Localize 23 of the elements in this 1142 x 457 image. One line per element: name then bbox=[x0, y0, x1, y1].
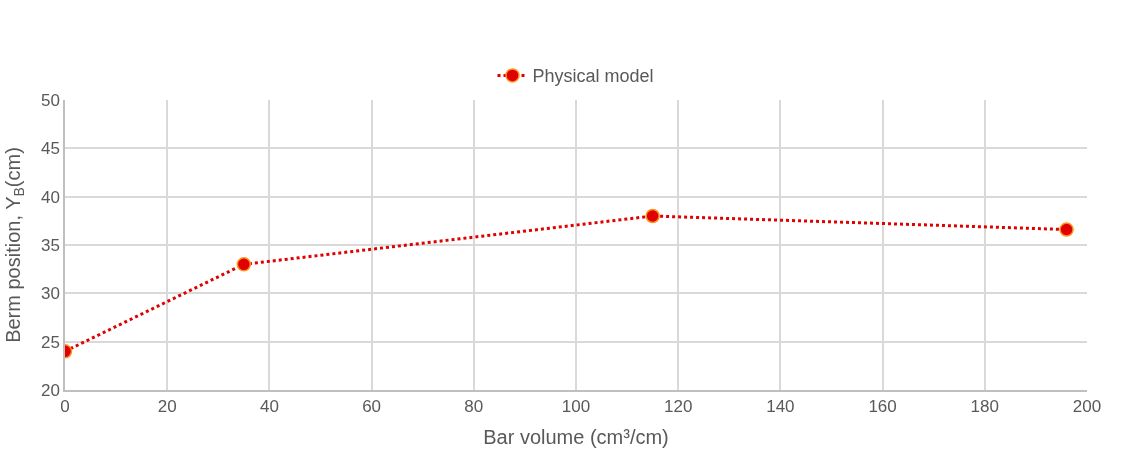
y-tick-label: 50 bbox=[40, 90, 60, 110]
x-tick-label: 160 bbox=[868, 397, 897, 417]
x-tick-label: 80 bbox=[464, 397, 484, 417]
y-tick-label: 30 bbox=[40, 284, 60, 304]
x-tick-label: 20 bbox=[157, 397, 177, 417]
y-tick-label: 45 bbox=[40, 139, 60, 159]
y-tick-label: 20 bbox=[40, 380, 60, 400]
x-tick-label: 120 bbox=[664, 397, 693, 417]
y-tick-label: 40 bbox=[40, 187, 60, 207]
legend-label: Physical model bbox=[532, 66, 654, 87]
y-tick-label: 25 bbox=[40, 332, 60, 352]
point bbox=[645, 208, 660, 224]
x-tick-label: 40 bbox=[259, 397, 279, 417]
x-tick-label: 100 bbox=[561, 397, 591, 417]
x-tick-label: 0 bbox=[60, 397, 70, 417]
x-tick-label: 140 bbox=[766, 397, 795, 417]
x-tick-label: 180 bbox=[970, 397, 999, 417]
x-tick-label: 60 bbox=[362, 397, 382, 417]
point bbox=[1059, 222, 1074, 237]
y-tick-label: 35 bbox=[40, 235, 60, 255]
point bbox=[236, 257, 252, 272]
x-axis-title: Bar volume (cm³/cm) bbox=[483, 426, 669, 449]
x-tick-label: 200 bbox=[1072, 397, 1102, 417]
